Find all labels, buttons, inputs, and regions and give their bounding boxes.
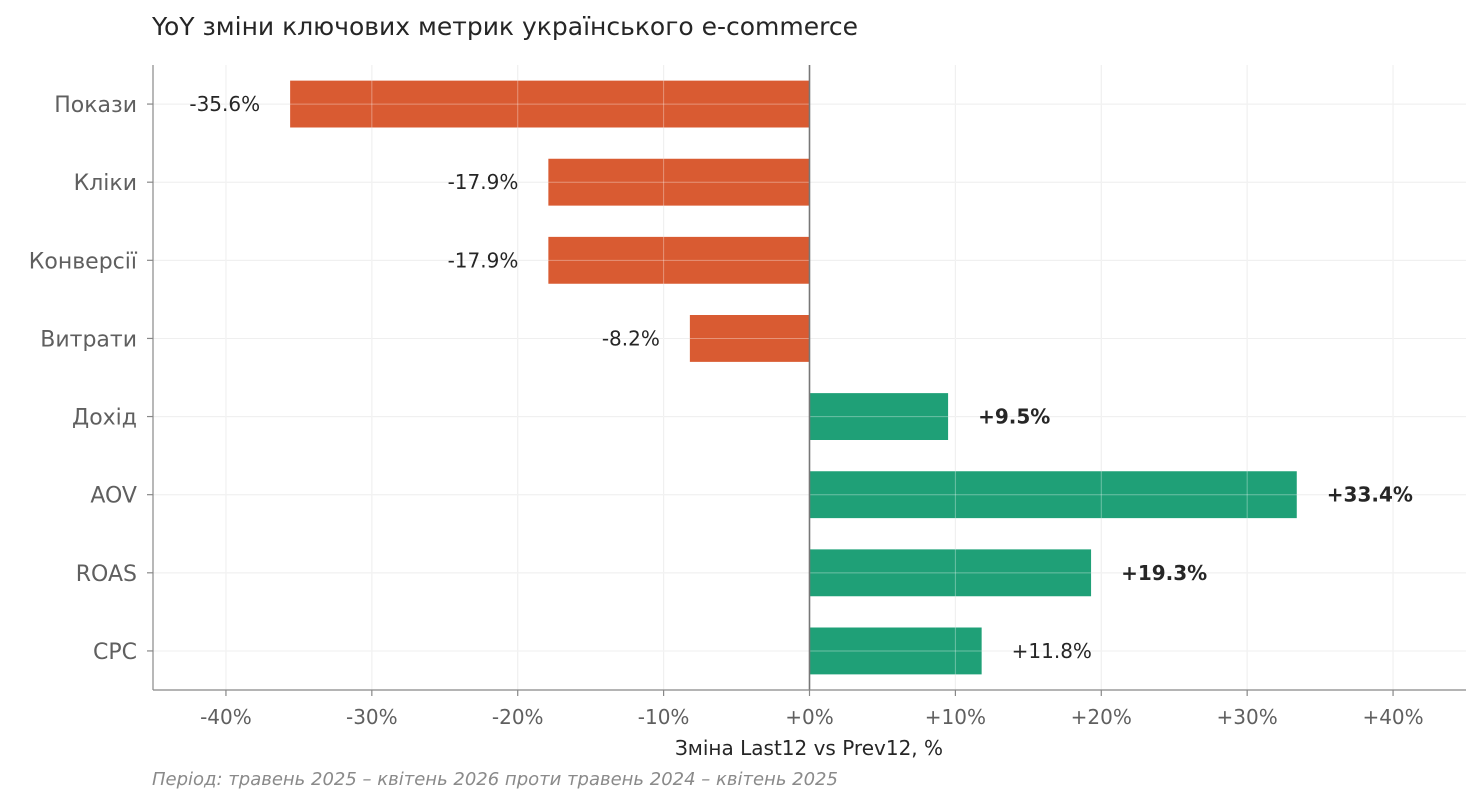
- y-tick-label-2: Конверсії: [29, 249, 138, 274]
- y-tick-label-4: Дохід: [72, 406, 137, 431]
- x-tick-label-0: -40%: [200, 705, 252, 729]
- data-labels: -35.6% -17.9% -17.9% -8.2% +9.5% +33.4% +19.3%…: [189, 92, 1413, 663]
- y-tick-label-3: Витрати: [40, 327, 137, 352]
- bar-7: [809, 627, 982, 675]
- data-label-5: +33.4%: [1327, 483, 1413, 507]
- chart-title: YoY зміни ключових метрик українського e…: [151, 12, 858, 41]
- data-label-1: -17.9%: [448, 170, 519, 194]
- data-label-0: -35.6%: [189, 92, 260, 116]
- x-tick-label-5: +10%: [925, 705, 986, 729]
- bar-4: [809, 393, 949, 440]
- bar-1: [548, 158, 810, 206]
- x-tick-label-8: +40%: [1362, 705, 1423, 729]
- x-tick-label-2: -20%: [492, 705, 544, 729]
- bar-5: [809, 471, 1297, 519]
- data-label-7: +11.8%: [1012, 639, 1092, 663]
- data-label-3: -8.2%: [602, 326, 660, 350]
- y-tick-label-7: CPC: [93, 640, 137, 665]
- x-tick-label-3: -10%: [638, 705, 690, 729]
- bar-6: [809, 549, 1092, 597]
- period-note: Період: травень 2025 – квітень 2026 прот…: [152, 769, 838, 790]
- y-tick-label-6: ROAS: [76, 562, 137, 587]
- x-tick-label-7: +30%: [1217, 705, 1278, 729]
- bar-0: [290, 80, 810, 128]
- x-tick-label-4: +0%: [785, 705, 834, 729]
- bar-3: [689, 315, 810, 362]
- y-tick-label-5: AOV: [90, 484, 137, 509]
- x-tick-label-1: -30%: [346, 705, 398, 729]
- data-label-4: +9.5%: [978, 405, 1050, 429]
- axes: [147, 65, 1466, 696]
- x-tick-labels: -40% -30% -20% -10% +0% +10% +20% +30% +40%: [200, 705, 1424, 729]
- y-tick-label-1: Кліки: [74, 171, 137, 196]
- x-tick-label-6: +20%: [1071, 705, 1132, 729]
- x-axis-label: Зміна Last12 vs Prev12, %: [675, 736, 943, 760]
- bar-2: [548, 236, 810, 284]
- y-tick-label-0: Покази: [54, 93, 137, 118]
- bars: [153, 65, 1466, 690]
- data-label-2: -17.9%: [448, 248, 519, 272]
- data-label-6: +19.3%: [1121, 561, 1207, 585]
- y-tick-labels: Покази Кліки Конверсії Витрати Дохід AOV ROAS C…: [29, 93, 138, 665]
